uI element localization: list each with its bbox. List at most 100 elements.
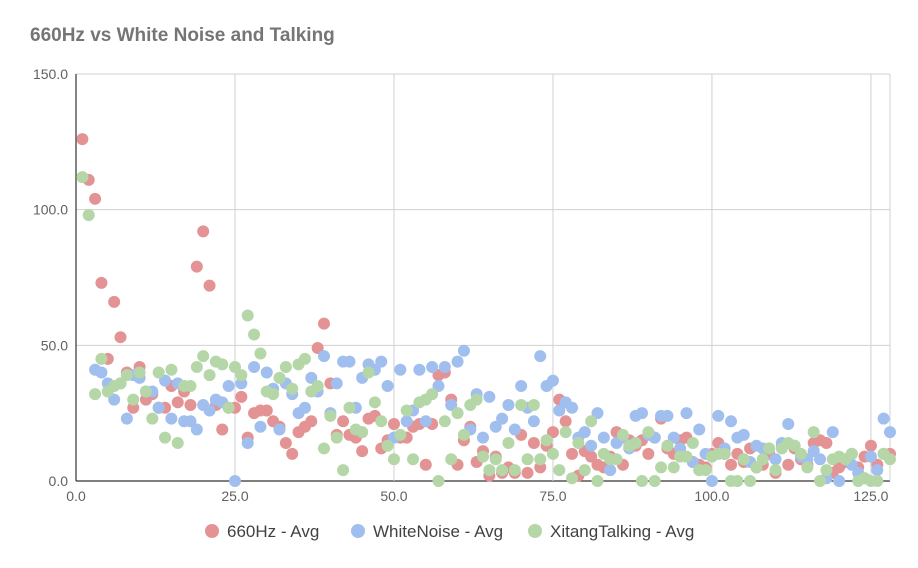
- data-point-2: [400, 404, 413, 417]
- data-point-1: [884, 426, 896, 439]
- data-point-1: [432, 380, 445, 393]
- data-point-2: [546, 447, 559, 460]
- data-point-2: [267, 388, 280, 401]
- data-point-2: [279, 361, 292, 374]
- data-point-2: [152, 366, 165, 379]
- legend-label: WhiteNoise - Avg: [373, 522, 503, 541]
- data-point-0: [184, 399, 197, 412]
- legend[interactable]: 660Hz - Avg WhiteNoise - Avg XitangTalking…: [205, 522, 694, 541]
- data-point-2: [737, 453, 750, 466]
- data-point-2: [655, 461, 668, 474]
- data-point-2: [330, 431, 343, 444]
- data-point-2: [387, 453, 400, 466]
- data-point-1: [833, 475, 846, 487]
- data-point-2: [394, 428, 407, 441]
- data-point-2: [457, 428, 470, 441]
- data-point-2: [197, 350, 210, 363]
- chart-title: 660Hz vs White Noise and Talking: [30, 25, 335, 46]
- data-point-1: [260, 366, 273, 379]
- y-tick-label: 150.0: [33, 66, 68, 82]
- data-point-2: [222, 401, 235, 414]
- axes: 0.0 50.0 100.0 150.0 0.0 25.0 50.0 75.0 100.0 125…: [33, 66, 889, 504]
- data-point-1: [419, 415, 432, 428]
- data-point-1: [496, 412, 509, 425]
- data-point-2: [228, 361, 241, 374]
- data-point-2: [540, 434, 553, 447]
- data-point-0: [642, 447, 655, 460]
- data-point-2: [845, 447, 858, 460]
- data-point-1: [248, 361, 261, 374]
- data-point-1: [413, 363, 426, 376]
- data-point-0: [216, 423, 229, 436]
- data-point-2: [489, 453, 502, 466]
- data-point-1: [305, 371, 318, 384]
- data-point-0: [114, 331, 127, 344]
- data-point-2: [527, 399, 540, 412]
- data-point-1: [591, 407, 604, 420]
- data-point-1: [95, 366, 108, 379]
- data-point-0: [546, 426, 559, 439]
- data-point-2: [127, 393, 140, 406]
- x-tick-label: 50.0: [380, 488, 407, 504]
- data-points: [76, 133, 896, 487]
- data-point-2: [184, 380, 197, 393]
- data-point-2: [362, 366, 375, 379]
- data-point-2: [794, 447, 807, 460]
- data-point-2: [356, 426, 369, 439]
- data-point-1: [769, 453, 782, 466]
- data-point-0: [171, 396, 184, 409]
- data-point-0: [76, 133, 89, 146]
- data-point-1: [108, 393, 121, 406]
- data-point-1: [457, 344, 470, 357]
- data-point-2: [273, 371, 286, 384]
- data-point-2: [133, 366, 146, 379]
- data-point-2: [324, 409, 337, 422]
- data-point-1: [273, 423, 286, 436]
- data-point-1: [502, 399, 515, 412]
- data-point-1: [190, 423, 203, 436]
- data-point-2: [254, 347, 267, 360]
- data-point-2: [375, 415, 388, 428]
- data-point-0: [197, 225, 210, 238]
- data-point-2: [566, 472, 579, 485]
- data-point-2: [642, 426, 655, 439]
- x-tick-label: 125.0: [853, 488, 888, 504]
- data-point-2: [451, 407, 464, 420]
- data-point-2: [146, 412, 159, 425]
- x-tick-label: 75.0: [539, 488, 566, 504]
- data-point-2: [750, 461, 763, 474]
- data-point-1: [438, 361, 451, 374]
- data-point-2: [559, 426, 572, 439]
- data-point-2: [763, 442, 776, 455]
- data-point-2: [756, 453, 769, 466]
- data-point-1: [725, 415, 738, 428]
- data-point-1: [737, 428, 750, 441]
- data-point-2: [381, 439, 394, 452]
- data-point-2: [426, 388, 439, 401]
- data-point-0: [311, 342, 324, 355]
- data-point-2: [445, 453, 458, 466]
- data-point-2: [368, 396, 381, 409]
- data-point-0: [318, 317, 331, 330]
- data-point-2: [578, 464, 591, 477]
- data-point-1: [489, 420, 502, 433]
- data-point-1: [228, 475, 241, 487]
- data-point-2: [610, 453, 623, 466]
- x-tick-label: 25.0: [221, 488, 248, 504]
- data-point-0: [566, 447, 579, 460]
- data-point-0: [527, 437, 540, 450]
- data-point-1: [298, 401, 311, 414]
- data-point-2: [82, 209, 95, 222]
- data-point-1: [661, 409, 674, 422]
- data-point-2: [95, 352, 108, 365]
- data-point-1: [597, 431, 610, 444]
- data-point-1: [864, 450, 877, 463]
- data-point-0: [95, 276, 108, 289]
- data-point-2: [337, 464, 350, 477]
- data-point-2: [114, 377, 127, 390]
- data-point-1: [585, 439, 598, 452]
- data-point-2: [884, 453, 896, 466]
- data-point-1: [826, 426, 839, 439]
- data-point-2: [120, 369, 133, 382]
